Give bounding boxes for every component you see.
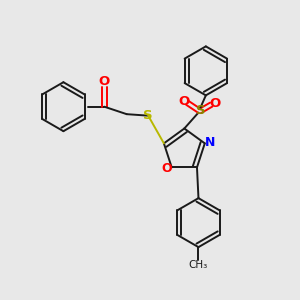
Text: O: O [209, 97, 220, 110]
Text: O: O [99, 75, 110, 88]
Text: O: O [161, 162, 172, 176]
Text: CH₃: CH₃ [189, 260, 208, 270]
Text: S: S [196, 104, 205, 117]
Text: S: S [143, 109, 153, 122]
Text: O: O [178, 95, 189, 108]
Text: N: N [205, 136, 215, 149]
